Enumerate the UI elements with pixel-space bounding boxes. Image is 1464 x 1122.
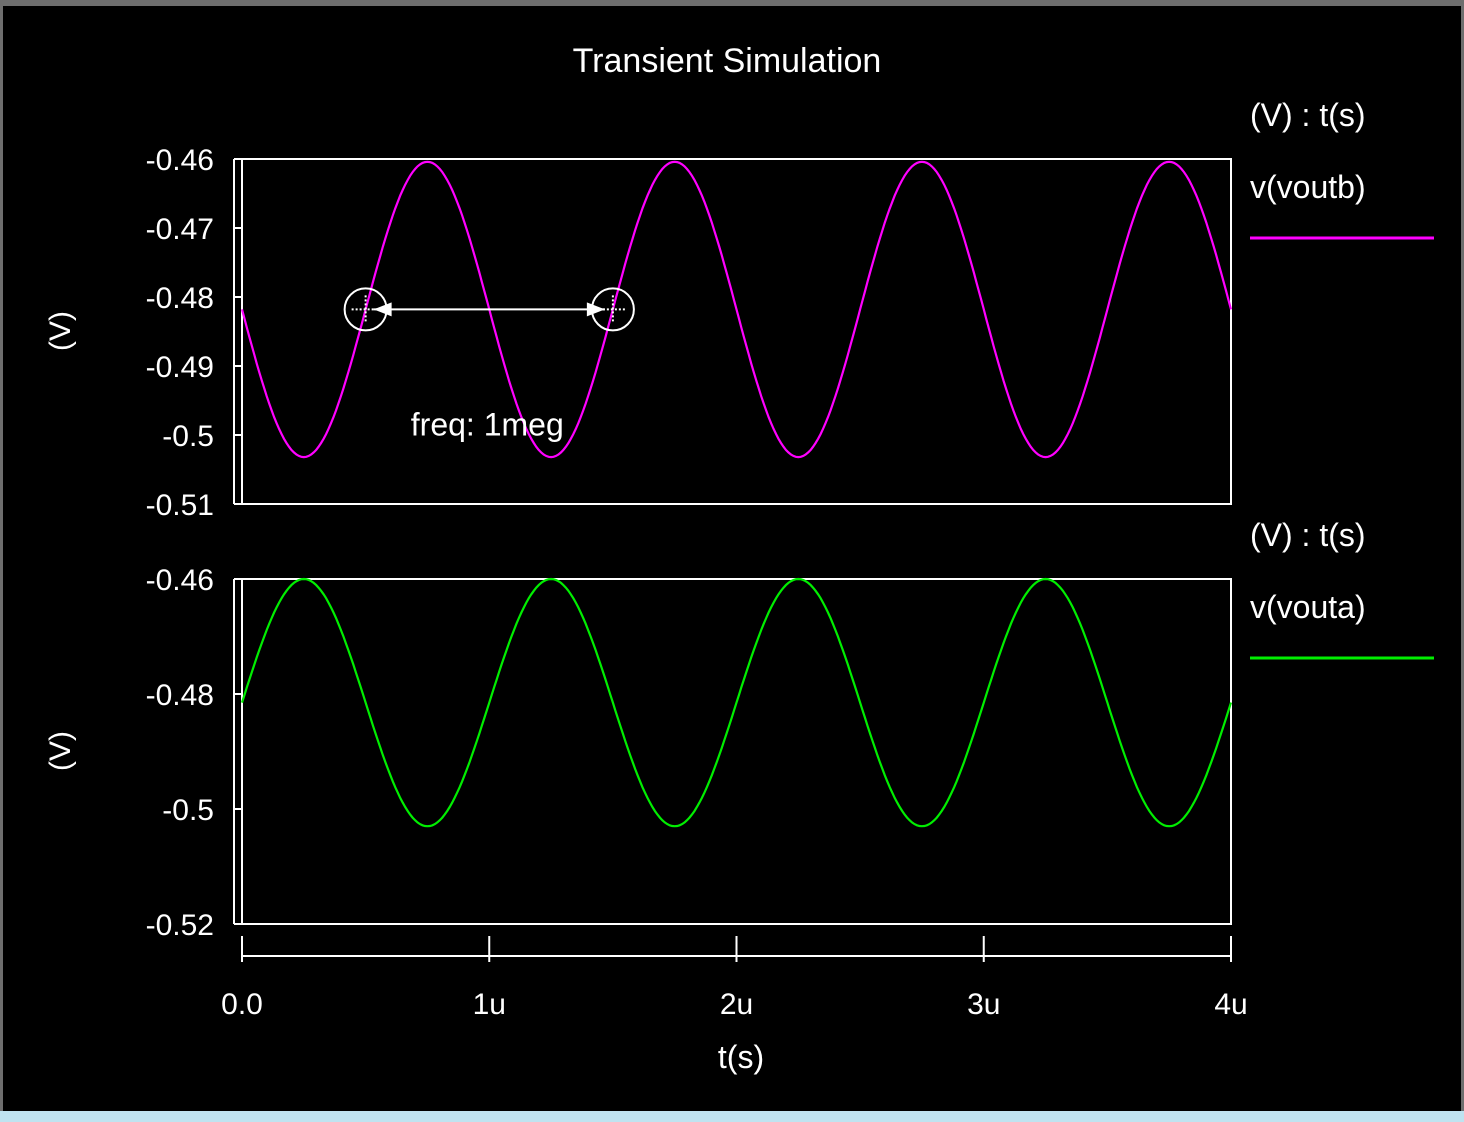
- panel-2-series-line: [240, 577, 1233, 828]
- panel-2-plot-frame: [241, 578, 1232, 925]
- period-arrow-left: [373, 302, 392, 317]
- panel-1-series-line: [240, 160, 1233, 459]
- panel-2-y-label: (V): [44, 731, 77, 771]
- x-axis-label: t(s): [718, 1039, 764, 1075]
- panel-2-y-tick-label: -0.5: [162, 794, 214, 827]
- plot-canvas: [3, 6, 1461, 1111]
- panel-1-legend-label[interactable]: v(voutb): [1250, 169, 1366, 205]
- panel-1-plot-frame: [241, 158, 1232, 505]
- panel-2-y-tick-label: -0.48: [146, 679, 214, 712]
- period-arrow-right: [586, 302, 605, 317]
- chart-marks: -0.46 -0.47 -0.48 -0.49 -0.5 -0.51 freq: 1meg -…: [146, 144, 1248, 1021]
- x-tick-label: 4u: [1214, 988, 1247, 1021]
- chart-title: Transient Simulation: [573, 42, 882, 80]
- panel-1-y-tick-label: -0.46: [146, 144, 214, 177]
- panel-1-y-tick-label: -0.5: [162, 420, 214, 453]
- panel-1-y-tick-label: -0.48: [146, 282, 214, 315]
- panel-2-legend-label[interactable]: v(vouta): [1250, 589, 1366, 625]
- x-tick-label: 2u: [720, 988, 753, 1021]
- panel-1-y-tick-label: -0.51: [146, 489, 214, 522]
- x-tick-label: 0.0: [221, 988, 263, 1021]
- frequency-annotation: freq: 1meg: [411, 407, 564, 443]
- panel-1-y-tick-label: -0.47: [146, 213, 214, 246]
- x-tick-label: 1u: [473, 988, 506, 1021]
- panel-1-y-label: (V): [44, 311, 77, 351]
- status-strip: [0, 1111, 1464, 1122]
- x-tick-label: 3u: [967, 988, 1000, 1021]
- panel-1-y-tick-label: -0.49: [146, 351, 214, 384]
- panel-2-y-tick-label: -0.52: [146, 909, 214, 942]
- panel-1-header: (V) : t(s): [1250, 97, 1366, 133]
- panel-2-header: (V) : t(s): [1250, 517, 1366, 553]
- panel-2-y-tick-label: -0.46: [146, 564, 214, 597]
